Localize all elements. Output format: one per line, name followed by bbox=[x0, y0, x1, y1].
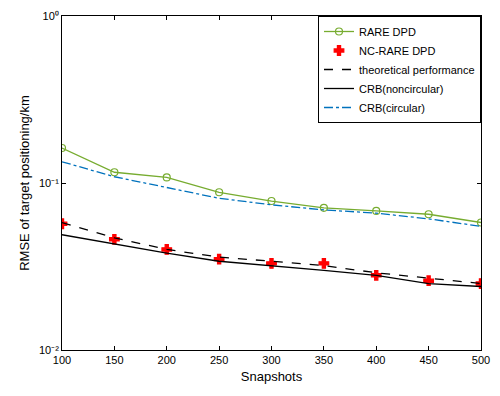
svg-text:theoretical performance: theoretical performance bbox=[359, 64, 475, 76]
svg-text:Snapshots: Snapshots bbox=[241, 369, 303, 384]
svg-text:450: 450 bbox=[419, 354, 437, 366]
svg-text:CRB(noncircular): CRB(noncircular) bbox=[359, 83, 443, 95]
svg-text:400: 400 bbox=[367, 354, 385, 366]
svg-text:500: 500 bbox=[472, 354, 490, 366]
svg-text:100: 100 bbox=[53, 354, 71, 366]
svg-text:300: 300 bbox=[262, 354, 280, 366]
svg-text:10⁻²: 10⁻² bbox=[39, 344, 59, 356]
svg-text:10⁻¹: 10⁻¹ bbox=[39, 177, 59, 189]
svg-text:RARE DPD: RARE DPD bbox=[359, 26, 416, 38]
svg-text:CRB(circular): CRB(circular) bbox=[359, 102, 425, 114]
svg-text:10⁰: 10⁰ bbox=[43, 10, 59, 22]
svg-text:RMSE of target positioning/km: RMSE of target positioning/km bbox=[17, 95, 32, 271]
svg-text:150: 150 bbox=[105, 354, 123, 366]
svg-text:250: 250 bbox=[210, 354, 228, 366]
svg-text:200: 200 bbox=[158, 354, 176, 366]
svg-text:350: 350 bbox=[315, 354, 333, 366]
svg-text:NC-RARE DPD: NC-RARE DPD bbox=[359, 45, 435, 57]
